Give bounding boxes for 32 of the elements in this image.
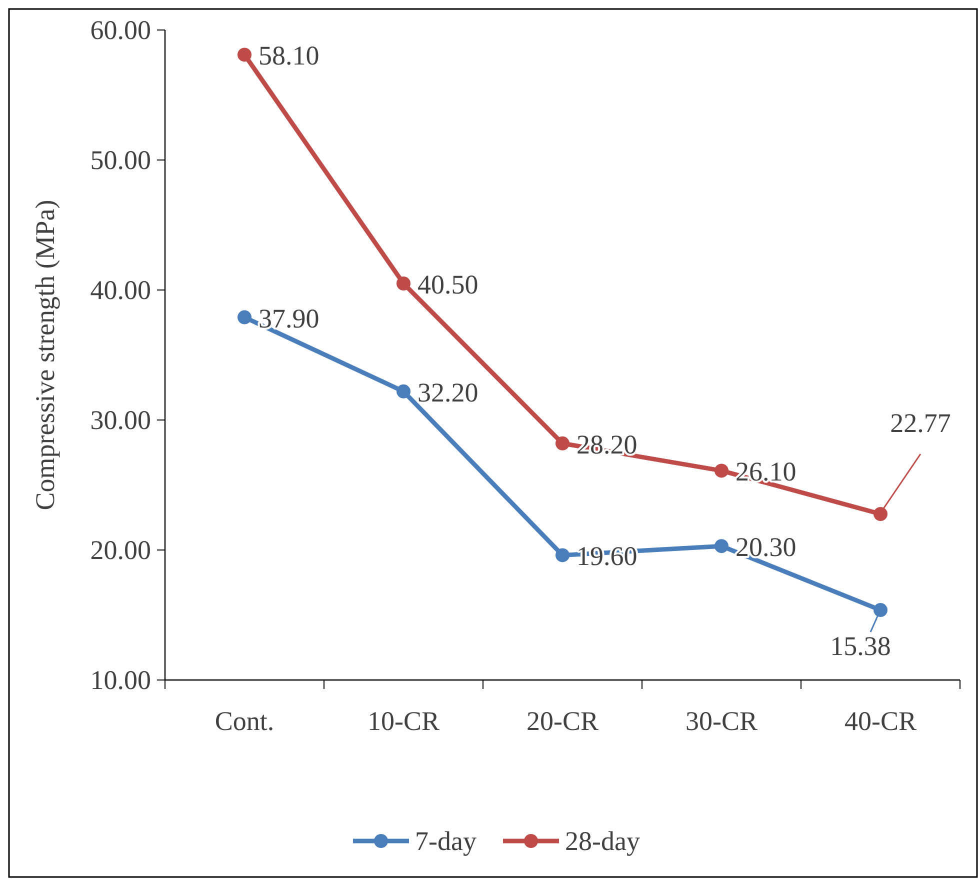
point bbox=[238, 310, 252, 324]
data-label: 58.10 bbox=[258, 40, 320, 71]
data-label: 20.30 bbox=[736, 532, 796, 562]
y-tick-label: 20.00 bbox=[90, 535, 151, 565]
point bbox=[556, 548, 570, 562]
x-tick-label: 20-CR bbox=[526, 706, 599, 736]
y-tick-label: 60.00 bbox=[90, 15, 151, 45]
point bbox=[714, 464, 728, 478]
point bbox=[396, 276, 410, 290]
y-tick-label: 30.00 bbox=[90, 405, 151, 435]
data-label: 37.90 bbox=[258, 303, 320, 334]
x-tick-label: 40-CR bbox=[844, 706, 917, 736]
x-tick-label: 10-CR bbox=[367, 706, 440, 736]
data-label: 22.77 bbox=[890, 408, 951, 438]
y-axis-title: Compressive strength (MPa) bbox=[30, 200, 60, 510]
data-label: 26.10 bbox=[736, 456, 796, 487]
x-tick-label: Cont. bbox=[214, 706, 274, 736]
data-label: 32.20 bbox=[418, 377, 478, 408]
legend-label: 28-day bbox=[565, 826, 640, 856]
point bbox=[874, 506, 888, 521]
y-tick-label: 40.00 bbox=[90, 275, 151, 305]
point bbox=[238, 48, 252, 62]
y-tick-label: 50.00 bbox=[90, 145, 151, 175]
y-tick-label: 10.00 bbox=[90, 665, 151, 695]
point bbox=[556, 436, 570, 450]
data-label: 40.50 bbox=[418, 270, 478, 300]
point bbox=[714, 539, 728, 554]
data-label: 15.38 bbox=[830, 631, 891, 662]
point bbox=[396, 384, 410, 398]
x-tick-label: 30-CR bbox=[685, 706, 758, 736]
point bbox=[874, 603, 888, 618]
legend-label: 7-day bbox=[415, 826, 477, 856]
